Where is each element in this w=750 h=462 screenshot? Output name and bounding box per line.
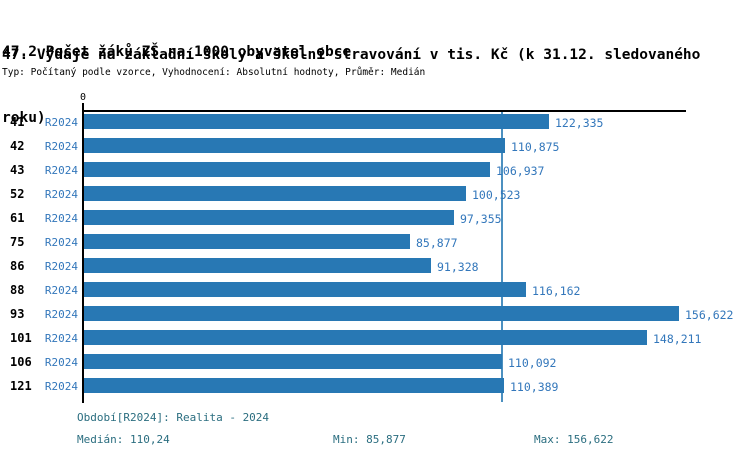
bar-value-label: 85,877 (416, 236, 458, 250)
bar (84, 138, 505, 153)
row-series-label: R2024 (44, 164, 78, 177)
chart-top-border (83, 110, 686, 112)
bar (84, 258, 431, 273)
row-series-label: R2024 (44, 116, 78, 129)
bar-value-label: 100,523 (472, 188, 521, 202)
bar (84, 210, 454, 225)
row-category-label: 93 (10, 307, 25, 321)
bar (84, 162, 490, 177)
bar-value-label: 97,355 (460, 212, 502, 226)
bar-value-label: 122,335 (555, 116, 604, 130)
section-title: 47.2 Počet žáků ZŠ na 1000 obyvatel obce (2, 44, 352, 60)
row-category-label: 61 (10, 211, 25, 225)
bar (84, 186, 466, 201)
row-series-label: R2024 (44, 140, 78, 153)
row-series-label: R2024 (44, 236, 78, 249)
bar-value-label: 110,092 (508, 356, 557, 370)
footer-median: Medián: 110,24 (77, 433, 170, 446)
row-category-label: 86 (10, 259, 25, 273)
row-series-label: R2024 (44, 188, 78, 201)
row-category-label: 101 (10, 331, 32, 345)
row-category-label: 41 (10, 115, 25, 129)
row-series-label: R2024 (44, 212, 78, 225)
row-series-label: R2024 (44, 380, 78, 393)
footer-min: Min: 85,877 (333, 433, 406, 446)
bar-value-label: 106,937 (496, 164, 545, 178)
row-category-label: 52 (10, 187, 25, 201)
bar (84, 306, 679, 321)
bar-value-label: 110,875 (511, 140, 560, 154)
page-title-line1: 47. Výdaje na základní školy a školní st… (2, 47, 701, 63)
x-axis-tick-zero: 0 (79, 92, 87, 103)
bar-value-label: 110,389 (510, 380, 559, 394)
row-category-label: 88 (10, 283, 25, 297)
page-title: 47. Výdaje na základní školy a školní st… (2, 3, 700, 171)
footer-max: Max: 156,622 (534, 433, 614, 446)
row-category-label: 121 (10, 379, 32, 393)
row-series-label: R2024 (44, 260, 78, 273)
row-category-label: 106 (10, 355, 32, 369)
row-series-label: R2024 (44, 284, 78, 297)
bar-value-label: 116,162 (532, 284, 581, 298)
bar-value-label: 148,211 (653, 332, 702, 346)
bar-value-label: 91,328 (437, 260, 479, 274)
row-category-label: 43 (10, 163, 25, 177)
row-series-label: R2024 (44, 356, 78, 369)
bar (84, 282, 526, 297)
bar (84, 330, 647, 345)
meta-line: Typ: Počítaný podle vzorce, Vyhodnocení:… (2, 67, 426, 78)
bar (84, 354, 502, 369)
y-axis-line (82, 103, 84, 403)
bar-value-label: 156,622 (685, 308, 734, 322)
row-series-label: R2024 (44, 308, 78, 321)
bar (84, 378, 504, 393)
row-category-label: 42 (10, 139, 25, 153)
bar (84, 114, 549, 129)
median-reference-line (501, 112, 503, 402)
footer-period: Období[R2024]: Realita - 2024 (77, 411, 270, 424)
row-category-label: 75 (10, 235, 25, 249)
row-series-label: R2024 (44, 332, 78, 345)
bar (84, 234, 410, 249)
page-title-line2: roku) (2, 110, 46, 126)
